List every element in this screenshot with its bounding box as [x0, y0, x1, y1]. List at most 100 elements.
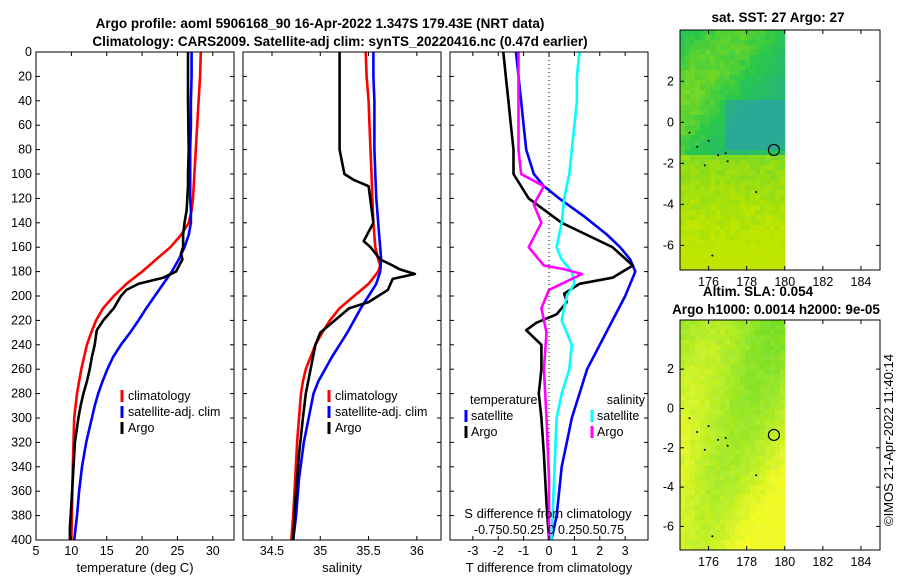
map-cell	[755, 425, 761, 431]
map-cell	[725, 225, 731, 231]
map-cell	[680, 535, 686, 541]
map-cell	[740, 395, 746, 401]
map-cell	[745, 230, 751, 236]
map-cell	[775, 240, 781, 246]
y-tick-label: 120	[11, 191, 32, 205]
map-cell	[740, 465, 746, 471]
map-cell	[755, 65, 761, 71]
map-cell	[755, 75, 761, 81]
map-cell	[740, 320, 746, 326]
map-cell	[680, 470, 686, 476]
map-cell	[725, 215, 731, 221]
map-cell	[730, 510, 736, 516]
map-cell	[750, 100, 756, 106]
map-cell	[735, 50, 741, 56]
map-cell	[780, 400, 786, 406]
map-cell	[730, 485, 736, 491]
map-cell	[705, 75, 711, 81]
map-cell	[700, 80, 706, 86]
map-cell	[765, 80, 771, 86]
map-cell	[705, 385, 711, 391]
map-cell	[775, 225, 781, 231]
map-cell	[775, 110, 781, 116]
map-cell	[730, 55, 736, 61]
map-cell	[715, 70, 721, 76]
map-cell	[700, 155, 706, 161]
map-cell	[740, 45, 746, 51]
map-cell	[775, 430, 781, 436]
map-cell	[685, 30, 691, 36]
map-cell	[680, 240, 686, 246]
map-cell	[680, 160, 686, 166]
map-cell	[765, 65, 771, 71]
map-cell	[750, 180, 756, 186]
map-cell	[685, 205, 691, 211]
map-cell	[730, 85, 736, 91]
map-cell	[765, 410, 771, 416]
map-cell	[690, 130, 696, 136]
map-cell	[775, 255, 781, 261]
map-cell	[725, 445, 731, 451]
map-cell	[695, 85, 701, 91]
map-cell	[695, 475, 701, 481]
map-cell	[700, 455, 706, 461]
map-cell	[760, 160, 766, 166]
map-cell	[700, 130, 706, 136]
map-cell	[700, 435, 706, 441]
map-cell	[725, 340, 731, 346]
map-cell	[730, 515, 736, 521]
map-cell	[715, 465, 721, 471]
map-cell	[690, 155, 696, 161]
map-cell	[690, 450, 696, 456]
map-cell	[745, 365, 751, 371]
map-cell	[730, 445, 736, 451]
map-cell	[750, 460, 756, 466]
y-tick-label: 300	[11, 411, 32, 425]
map-cell	[705, 355, 711, 361]
map-cell	[770, 75, 776, 81]
map-cell	[690, 65, 696, 71]
map-cell	[745, 390, 751, 396]
map-cell	[700, 75, 706, 81]
map-cell	[695, 350, 701, 356]
map-cell	[755, 80, 761, 86]
map-cell	[775, 100, 781, 106]
map-cell	[705, 360, 711, 366]
map-cell	[775, 475, 781, 481]
map-cell	[775, 80, 781, 86]
map-cell	[705, 190, 711, 196]
map-cell	[730, 345, 736, 351]
map-cell	[730, 105, 736, 111]
map-cell	[730, 30, 736, 36]
map-cell	[730, 65, 736, 71]
map-cell	[720, 360, 726, 366]
map-cell	[740, 420, 746, 426]
island-dot	[688, 417, 691, 420]
map-cell	[765, 455, 771, 461]
map-cell	[700, 370, 706, 376]
map-cell	[685, 65, 691, 71]
salinity-panel: 34.5 35 35.5 36salinityclimatologysatellite…	[242, 51, 442, 575]
map-cell	[770, 240, 776, 246]
map-cell	[750, 350, 756, 356]
x-tick-label: -2	[493, 544, 504, 558]
map-cell	[765, 475, 771, 481]
legend-label: Argo	[597, 425, 623, 439]
map-cell	[715, 180, 721, 186]
map-cell	[720, 50, 726, 56]
y-tick-label: 360	[11, 484, 32, 498]
map-cell	[705, 420, 711, 426]
map-cell	[695, 490, 701, 496]
y-tick-label: 200	[11, 289, 32, 303]
map-cell	[750, 430, 756, 436]
map-cell	[760, 130, 766, 136]
map-cell	[705, 210, 711, 216]
map-cell	[780, 440, 786, 446]
map-cell	[750, 60, 756, 66]
map-cell	[685, 200, 691, 206]
map-cell	[750, 40, 756, 46]
map-cell	[685, 325, 691, 331]
map-cell	[710, 380, 716, 386]
map-cell	[775, 465, 781, 471]
map-cell	[700, 210, 706, 216]
